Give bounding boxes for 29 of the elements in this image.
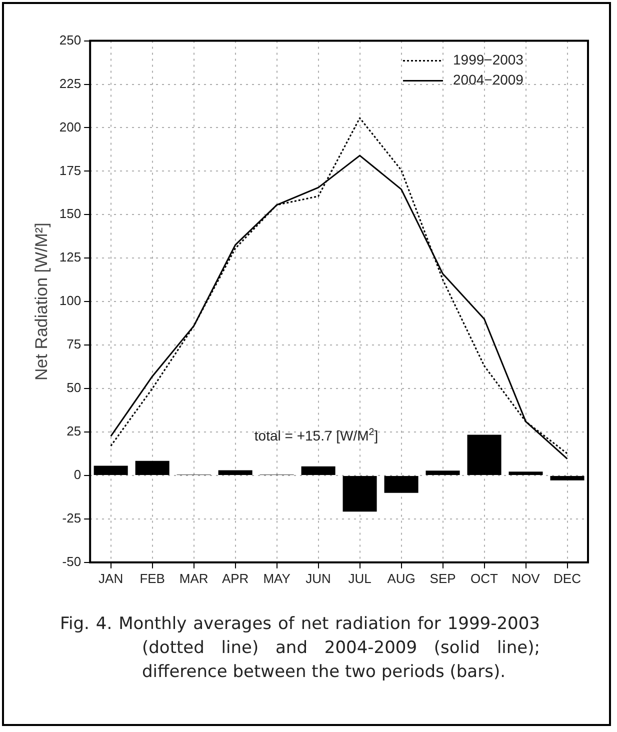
caption: Fig. 4. Monthly averages of net radiation for 1999-2003 (dotted line) and 2004-2009 (solid line); difference between the two periods (bars).	[60, 613, 540, 684]
y-tick-label: 225	[59, 76, 82, 91]
x-tick-label: APR	[222, 570, 249, 586]
y-tick-label: 150	[59, 206, 82, 222]
x-tick-label: FEB	[140, 570, 165, 586]
y-axis-title: Net Radiation [W/M²]	[32, 222, 51, 380]
x-tick-label: OCT	[470, 570, 498, 586]
y-tick-label: -25	[62, 510, 82, 526]
y-tick-label: 50	[66, 380, 82, 396]
x-tick-label: MAY	[263, 570, 291, 586]
x-tick-label: JUN	[306, 570, 331, 586]
y-tick-label: 0	[74, 467, 82, 482]
legend-label: 2004−2009	[453, 72, 524, 88]
y-tick-label: -50	[62, 554, 82, 569]
y-tick-label: 75	[66, 336, 82, 352]
x-tick-label: NOV	[512, 570, 540, 586]
legend-label: 1999−2003	[453, 52, 524, 68]
y-tick-label: 175	[59, 162, 82, 178]
x-tick-label: MAR	[179, 570, 208, 586]
y-tick-label: 100	[59, 293, 82, 308]
y-tick-label: 250	[59, 32, 82, 48]
x-tick-label: AUG	[387, 570, 416, 586]
x-tick-label: JAN	[98, 570, 124, 586]
x-tick-label: JUL	[348, 570, 372, 586]
y-tick-label: 25	[66, 424, 82, 439]
y-tick-label: 125	[59, 250, 82, 265]
x-tick-label: SEP	[430, 570, 456, 586]
y-tick-label: 200	[59, 119, 82, 134]
x-tick-label: DEC	[554, 570, 581, 586]
